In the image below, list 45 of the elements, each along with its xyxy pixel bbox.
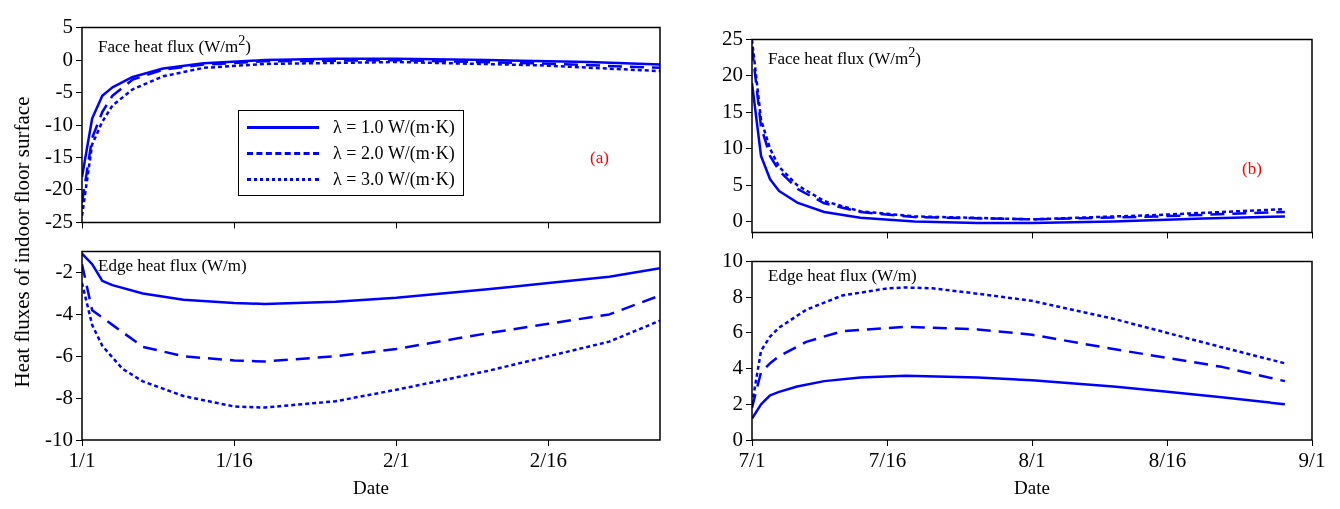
y-tick-label: 10 (722, 248, 743, 273)
y-axis-title: Heat fluxes of indoor floor surface (9, 96, 35, 388)
y-tick-label: -10 (45, 426, 73, 451)
y-tick-label: 8 (732, 283, 743, 308)
y-tick-label: -6 (55, 342, 73, 367)
y-tick-label: 4 (732, 355, 744, 380)
legend-label: λ = 2.0 W/(m·K) (333, 142, 455, 164)
y-tick-label: 5 (732, 171, 743, 196)
y-tick-label: 0 (62, 46, 73, 71)
y-tick-label: 0 (732, 426, 743, 451)
annotation: Edge heat flux (W/m) (768, 265, 917, 286)
y-tick-label: 25 (722, 26, 743, 51)
y-tick-label: 2 (732, 390, 743, 415)
y-tick-label: -4 (55, 300, 74, 325)
y-tick-label: 5 (62, 14, 73, 39)
x-tick-label: 7/1 (738, 448, 766, 473)
x-tick-label: 8/16 (1148, 448, 1187, 473)
x-axis-title: Date (353, 476, 389, 498)
y-tick-label: 10 (722, 135, 743, 160)
y-tick-label: -10 (45, 111, 73, 136)
x-tick-label: 1/1 (68, 448, 96, 473)
y-tick-label: -25 (45, 208, 73, 233)
annotation: Face heat flux (W/m$^{2}$) (768, 43, 921, 69)
annotation: (b) (1242, 159, 1262, 180)
legend-label: λ = 1.0 W/(m·K) (333, 116, 455, 138)
annotation: Face heat flux (W/m$^{2}$) (98, 31, 251, 57)
y-tick-label: -8 (55, 384, 73, 409)
y-tick-label: 6 (732, 319, 743, 344)
legend-label: λ = 3.0 W/(m·K) (333, 168, 455, 190)
x-tick-label: 2/1 (382, 448, 410, 473)
x-axis-title: Date (1014, 476, 1050, 498)
y-tick-label: -5 (55, 79, 73, 104)
x-tick-label: 8/1 (1018, 448, 1046, 473)
x-tick-label: 9/1 (1298, 448, 1326, 473)
annotation: (a) (590, 148, 609, 169)
y-tick-label: 0 (732, 208, 743, 232)
y-tick-label: 15 (722, 98, 743, 123)
x-tick-label: 7/16 (868, 448, 907, 473)
annotation: Edge heat flux (W/m) (98, 255, 247, 276)
y-tick-label: -2 (55, 259, 73, 284)
y-tick-label: 20 (722, 62, 743, 87)
x-tick-label: 1/16 (215, 448, 253, 473)
x-tick-label: 2/16 (529, 448, 568, 473)
y-tick-label: -20 (45, 176, 73, 201)
y-tick-label: -15 (45, 143, 73, 168)
